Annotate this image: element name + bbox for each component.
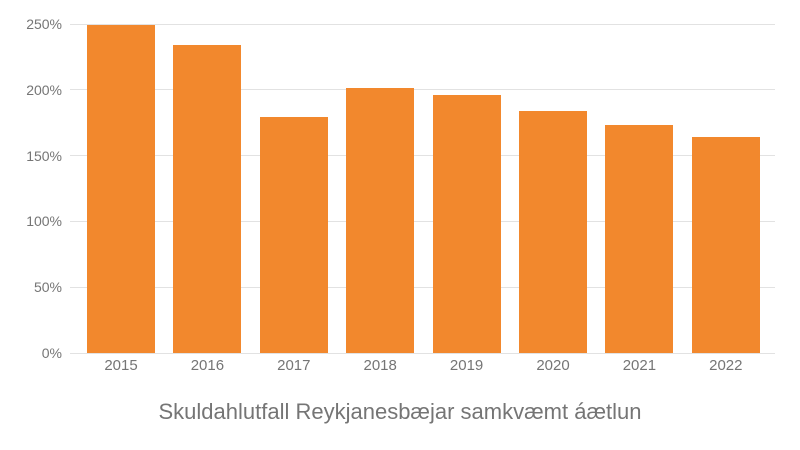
bar-2021[interactable] (605, 125, 674, 353)
x-axis-label-2015: 2015 (104, 357, 138, 374)
bar-2017[interactable] (259, 117, 328, 353)
y-axis-label-50%: 50% (33, 279, 62, 296)
bar-2018[interactable] (346, 88, 415, 353)
gridline-250% (70, 23, 775, 25)
gridline-100% (70, 220, 775, 222)
bar-2019[interactable] (432, 95, 501, 353)
gridline-150% (70, 155, 775, 157)
x-axis-label-2016: 2016 (190, 357, 225, 374)
gridline-50% (70, 286, 775, 288)
gridline-0% (70, 352, 775, 354)
x-axis-label-2017: 2017 (277, 357, 311, 374)
bar-2022[interactable] (691, 137, 760, 353)
bar-2020[interactable] (519, 110, 587, 353)
x-axis-label-2022: 2022 (709, 357, 743, 374)
y-axis-label-150%: 150% (26, 147, 62, 164)
bar-2016[interactable] (173, 45, 242, 353)
y-axis-label-200%: 200% (26, 81, 62, 98)
y-axis-label-250%: 250% (26, 16, 62, 32)
y-axis-label-0%: 0% (41, 345, 62, 361)
chart-title: Skuldahlutfall Reykjanesbæjar samkvæmt á… (158, 399, 642, 424)
gridline-200% (70, 89, 775, 91)
bar-2015[interactable] (87, 25, 155, 353)
x-axis-label-2019: 2019 (449, 357, 484, 374)
x-axis-label-2021: 2021 (622, 357, 657, 374)
y-axis-label-100%: 100% (26, 213, 62, 230)
x-axis-label-2018: 2018 (363, 357, 397, 374)
x-axis-label-2020: 2020 (536, 357, 570, 374)
